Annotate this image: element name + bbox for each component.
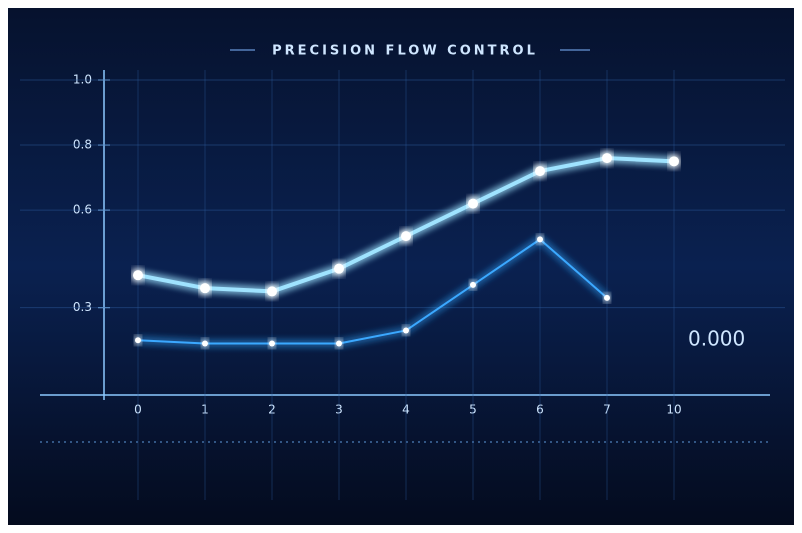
chart: PRECISION FLOW CONTROL 0.000 1.00.80.60.… (0, 0, 802, 533)
data-point (468, 199, 478, 209)
data-point (267, 286, 277, 296)
data-point (669, 156, 679, 166)
data-point (135, 337, 141, 343)
data-point (537, 236, 543, 242)
data-point (535, 166, 545, 176)
data-point (202, 340, 208, 346)
chart-title: PRECISION FLOW CONTROL (272, 44, 538, 59)
data-point (334, 264, 344, 274)
data-point (401, 231, 411, 241)
data-point (200, 283, 210, 293)
page: PRECISION FLOW CONTROL 0.000 1.00.80.60.… (0, 0, 802, 533)
background (8, 8, 794, 525)
data-point (602, 153, 612, 163)
data-point (133, 270, 143, 280)
annotation: 0.000 (688, 327, 745, 351)
data-point (470, 282, 476, 288)
data-point (336, 340, 342, 346)
data-point (269, 340, 275, 346)
data-point (403, 327, 409, 333)
data-point (604, 295, 610, 301)
